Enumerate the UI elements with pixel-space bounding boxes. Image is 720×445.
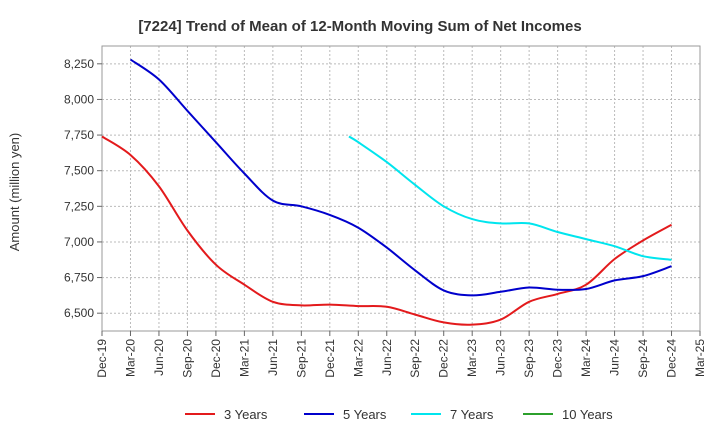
x-tick-label: Dec-24: [665, 339, 679, 378]
legend: 3 Years 5 Years 7 Years 10 Years: [185, 407, 613, 422]
y-axis: 6,500 6,750 7,000 7,250 7,500 7,750 8,000 8,250: [64, 57, 102, 320]
y-tick-label: 7,000: [64, 235, 94, 249]
x-tick-label: Sep-24: [636, 339, 650, 378]
x-axis: Dec-19 Mar-20 Jun-20 Sep-20 Dec-20 Mar-21 Jun-…: [95, 331, 707, 378]
x-tick-label: Jun-23: [494, 339, 508, 376]
x-tick-label: Dec-19: [95, 339, 109, 378]
series-line-5-years: [129, 58, 672, 297]
y-tick-label: 6,750: [64, 271, 94, 285]
y-tick-label: 8,250: [64, 57, 94, 71]
x-tick-label: Sep-22: [408, 339, 422, 378]
x-tick-label: Jun-24: [608, 339, 622, 376]
x-tick-label: Mar-21: [237, 339, 251, 377]
x-tick-label: Dec-23: [551, 339, 565, 378]
legend-label: 5 Years: [343, 407, 387, 422]
y-axis-label: Amount (million yen): [7, 133, 22, 252]
legend-label: 7 Years: [450, 407, 494, 422]
x-tick-label: Jun-21: [266, 339, 280, 376]
x-tick-label: Mar-24: [579, 339, 593, 377]
x-tick-label: Dec-20: [209, 339, 223, 378]
x-tick-label: Dec-21: [323, 339, 337, 378]
x-tick-label: Jun-22: [380, 339, 394, 376]
y-tick-label: 7,250: [64, 199, 94, 213]
x-tick-label: Sep-23: [522, 339, 536, 378]
x-tick-label: Jun-20: [152, 339, 166, 376]
x-tick-label: Mar-23: [465, 339, 479, 377]
chart-title: [7224] Trend of Mean of 12-Month Moving …: [138, 18, 581, 35]
x-tick-label: Sep-21: [294, 339, 308, 378]
x-tick-label: Mar-25: [693, 339, 707, 377]
x-tick-label: Mar-22: [351, 339, 365, 377]
series-line-7-years: [348, 135, 672, 261]
y-tick-label: 7,750: [64, 128, 94, 142]
series-lines: [101, 58, 672, 326]
y-tick-label: 8,000: [64, 92, 94, 106]
x-tick-label: Dec-22: [437, 339, 451, 378]
plot-area: [101, 45, 701, 332]
legend-label: 10 Years: [562, 407, 613, 422]
x-tick-label: Sep-20: [180, 339, 194, 378]
series-line-3-years: [101, 135, 672, 326]
grid: [102, 46, 700, 331]
y-tick-label: 7,500: [64, 164, 94, 178]
x-tick-label: Mar-20: [123, 339, 137, 377]
legend-label: 3 Years: [224, 407, 268, 422]
y-tick-label: 6,500: [64, 306, 94, 320]
